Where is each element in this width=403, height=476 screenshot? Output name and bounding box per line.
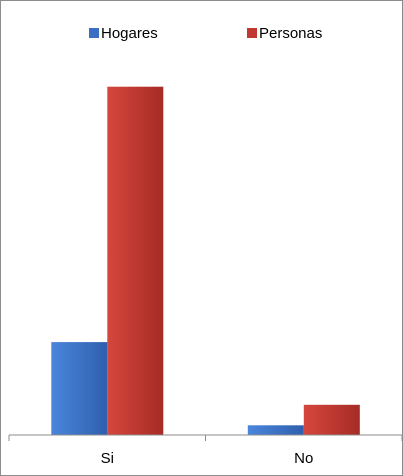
bar-hogares-si: [51, 342, 108, 435]
bars-group: [51, 86, 360, 435]
bar-personas-si: [107, 86, 164, 435]
x-axis: [8, 434, 402, 441]
bar-personas-no: [303, 404, 360, 435]
x-tick-label-si: Si: [101, 450, 114, 467]
legend-label-personas: Personas: [259, 25, 322, 42]
legend-label-hogares: Hogares: [101, 25, 158, 42]
legend-swatch-personas: [247, 28, 257, 38]
bar-hogares-no: [247, 425, 304, 435]
x-tick-labels: Si No: [101, 450, 314, 467]
legend-swatch-hogares: [89, 28, 99, 38]
legend: Hogares Personas: [89, 25, 322, 42]
x-tick-label-no: No: [294, 450, 313, 467]
